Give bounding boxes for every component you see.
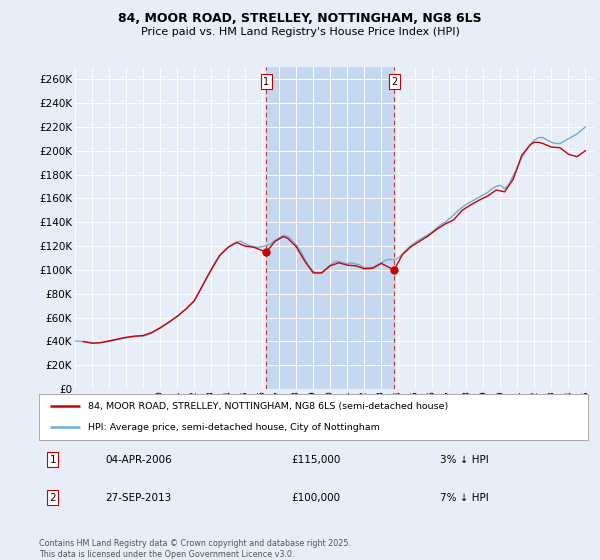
Text: 2: 2 [49,493,56,502]
Text: 7% ↓ HPI: 7% ↓ HPI [440,493,488,502]
Text: 1: 1 [263,77,269,86]
Text: 2: 2 [391,77,397,86]
Text: 3% ↓ HPI: 3% ↓ HPI [440,455,488,465]
Text: 84, MOOR ROAD, STRELLEY, NOTTINGHAM, NG8 6LS (semi-detached house): 84, MOOR ROAD, STRELLEY, NOTTINGHAM, NG8… [88,402,449,410]
Text: 1: 1 [49,455,56,465]
Text: 84, MOOR ROAD, STRELLEY, NOTTINGHAM, NG8 6LS: 84, MOOR ROAD, STRELLEY, NOTTINGHAM, NG8… [118,12,482,25]
Bar [266,67,394,389]
Text: 27-SEP-2013: 27-SEP-2013 [105,493,171,502]
Text: HPI: Average price, semi-detached house, City of Nottingham: HPI: Average price, semi-detached house,… [88,423,380,432]
Text: 04-APR-2006: 04-APR-2006 [105,455,172,465]
Text: Contains HM Land Registry data © Crown copyright and database right 2025.
This d: Contains HM Land Registry data © Crown c… [39,539,351,559]
Text: Price paid vs. HM Land Registry's House Price Index (HPI): Price paid vs. HM Land Registry's House … [140,27,460,37]
Text: £100,000: £100,000 [292,493,341,502]
Text: £115,000: £115,000 [292,455,341,465]
